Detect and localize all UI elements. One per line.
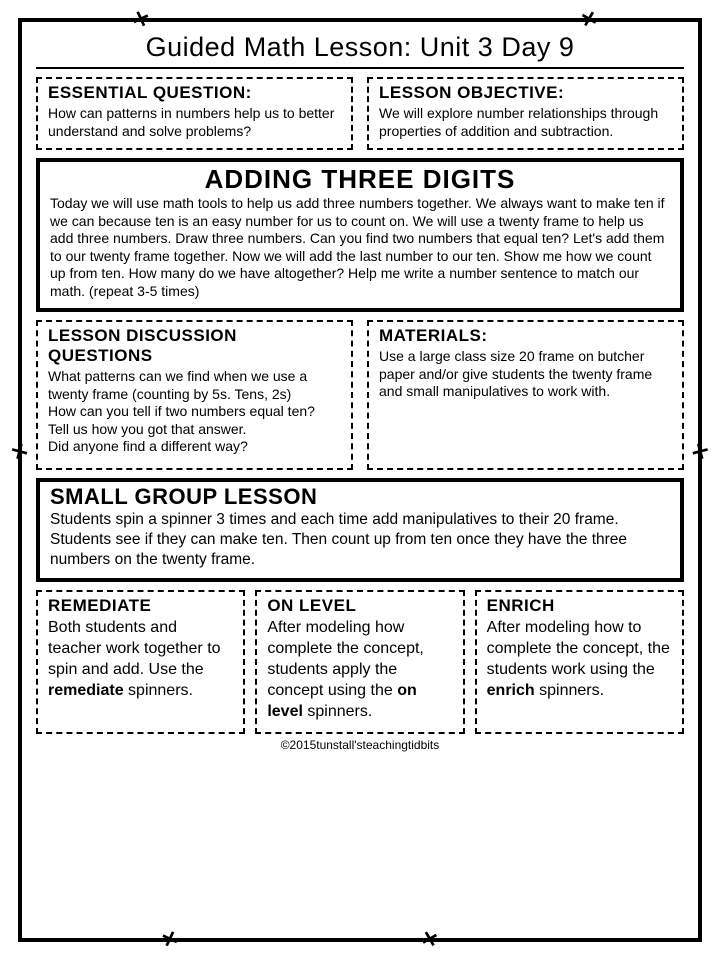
- page-frame: ✕ ✕ ✕ ✕ ✕ ✕ Guided Math Lesson: Unit 3 D…: [18, 18, 702, 942]
- enrich-text-2: spinners.: [535, 682, 604, 699]
- lesson-objective-heading: LESSON OBJECTIVE:: [379, 83, 672, 103]
- main-lesson-text: Today we will use math tools to help us …: [50, 195, 670, 300]
- tick-mark: ✕: [419, 928, 440, 952]
- tick-mark: ✕: [689, 440, 715, 465]
- page-title: Guided Math Lesson: Unit 3 Day 9: [36, 32, 684, 69]
- enrich-heading: ENRICH: [487, 596, 672, 616]
- materials-heading: MATERIALS:: [379, 326, 672, 346]
- tick-mark: ✕: [129, 8, 152, 33]
- remediate-text-2: spinners.: [124, 682, 193, 699]
- essential-question-box: ESSENTIAL QUESTION: How can patterns in …: [36, 77, 353, 150]
- enrich-text-1: After modeling how to complete the conce…: [487, 619, 670, 678]
- main-lesson-heading: ADDING THREE DIGITS: [50, 164, 670, 195]
- mid-row: LESSON DISCUSSION QUESTIONS What pattern…: [36, 320, 684, 470]
- small-group-heading: SMALL GROUP LESSON: [50, 484, 670, 510]
- enrich-box: ENRICH After modeling how to complete th…: [475, 590, 684, 734]
- remediate-text-1: Both students and teacher work together …: [48, 619, 221, 678]
- discussion-heading: LESSON DISCUSSION QUESTIONS: [48, 326, 341, 366]
- remediate-text: Both students and teacher work together …: [48, 618, 233, 701]
- on-level-text-2: spinners.: [303, 703, 372, 720]
- on-level-heading: ON LEVEL: [267, 596, 452, 616]
- tick-mark: ✕: [159, 928, 182, 953]
- remediate-bold: remediate: [48, 682, 124, 699]
- tick-mark: ✕: [579, 8, 600, 32]
- top-row: ESSENTIAL QUESTION: How can patterns in …: [36, 77, 684, 150]
- main-lesson-box: ADDING THREE DIGITS Today we will use ma…: [36, 158, 684, 312]
- lesson-objective-text: We will explore number relationships thr…: [379, 105, 672, 140]
- essential-question-text: How can patterns in numbers help us to b…: [48, 105, 341, 140]
- enrich-bold: enrich: [487, 682, 535, 699]
- small-group-box: SMALL GROUP LESSON Students spin a spinn…: [36, 478, 684, 582]
- materials-box: MATERIALS: Use a large class size 20 fra…: [367, 320, 684, 470]
- on-level-text: After modeling how complete the concept,…: [267, 618, 452, 722]
- lesson-objective-box: LESSON OBJECTIVE: We will explore number…: [367, 77, 684, 150]
- enrich-text: After modeling how to complete the conce…: [487, 618, 672, 701]
- remediate-heading: REMEDIATE: [48, 596, 233, 616]
- differentiation-row: REMEDIATE Both students and teacher work…: [36, 590, 684, 734]
- discussion-text: What patterns can we find when we use a …: [48, 368, 341, 456]
- credit-line: ©2015tunstall'steachingtidbits: [36, 738, 684, 752]
- remediate-box: REMEDIATE Both students and teacher work…: [36, 590, 245, 734]
- on-level-box: ON LEVEL After modeling how complete the…: [255, 590, 464, 734]
- discussion-box: LESSON DISCUSSION QUESTIONS What pattern…: [36, 320, 353, 470]
- small-group-text: Students spin a spinner 3 times and each…: [50, 510, 670, 570]
- tick-mark: ✕: [6, 440, 32, 465]
- essential-question-heading: ESSENTIAL QUESTION:: [48, 83, 341, 103]
- materials-text: Use a large class size 20 frame on butch…: [379, 348, 672, 401]
